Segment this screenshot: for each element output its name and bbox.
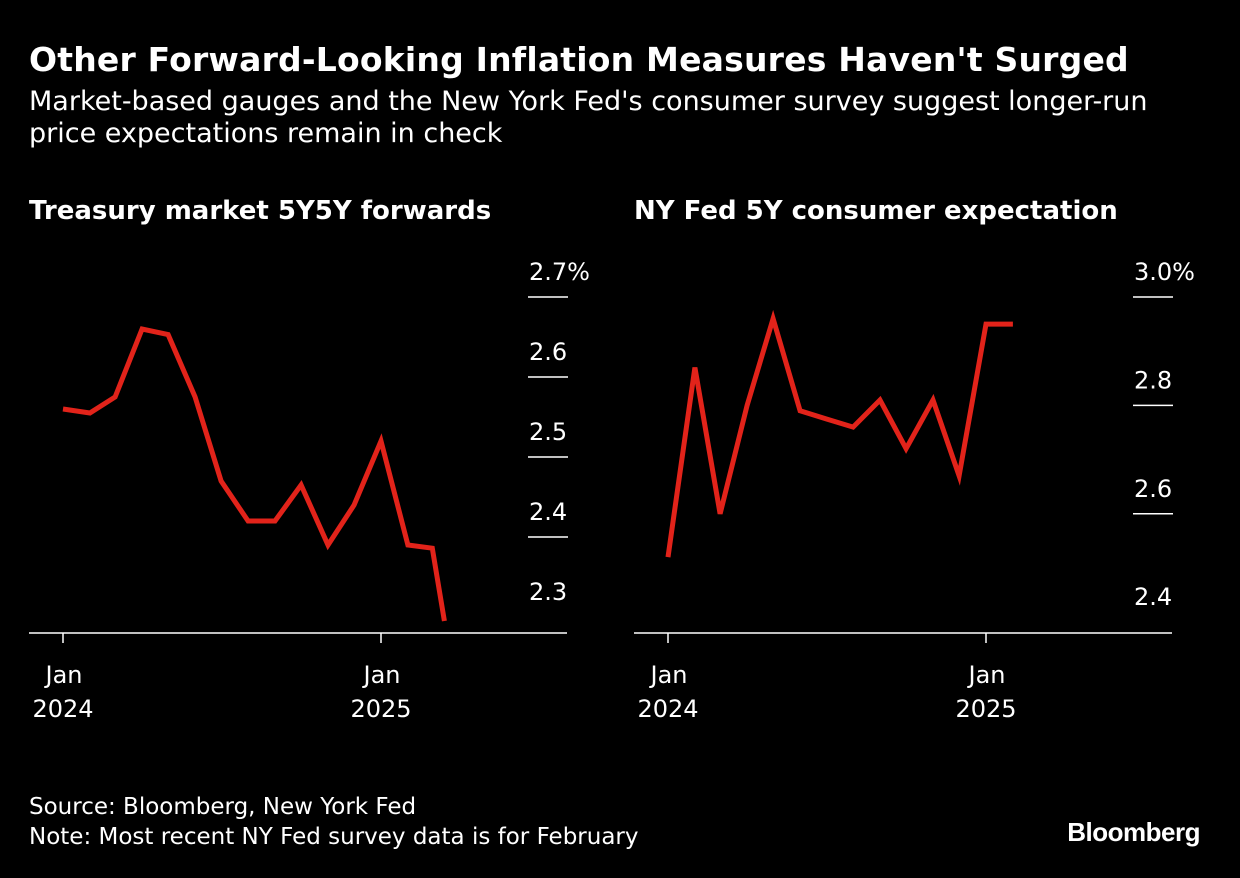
x-tick-label-month: Jan [44,661,83,689]
y-tick-label: 2.6 [529,338,567,366]
x-tick-label-month: Jan [649,661,688,689]
y-tick-label: 2.7% [529,258,590,286]
y-tick-label: 2.4 [1134,583,1172,611]
right-panel-title: NY Fed 5Y consumer expectation [634,196,1118,226]
series-line [62,326,447,622]
y-tick-label: 3.0% [1134,258,1195,286]
left-panel-title: Treasury market 5Y5Y forwards [29,196,492,226]
y-tick-label: 2.4 [529,498,567,526]
x-tick-label-month: Jan [967,661,1006,689]
x-tick-label-year: 2025 [955,695,1016,723]
chart-panel-1: 2.3 2.4 2.5 2.6 2.7% Jan 2024 Jan 2025 [29,258,590,723]
source-note: Source: Bloomberg, New York Fed [29,794,417,820]
chart-panel-2: 2.4 2.6 2.8 3.0% Jan 2024 Jan 2025 [634,258,1195,723]
series-line [665,309,1013,558]
x-tick-label-month: Jan [362,661,401,689]
y-tick-label: 2.8 [1134,366,1172,394]
footnote: Note: Most recent NY Fed survey data is … [29,824,639,850]
x-tick-label-year: 2024 [32,695,93,723]
chart-subtitle: Market-based gauges and the New York Fed… [29,86,1148,149]
chart-title: Other Forward-Looking Inflation Measures… [29,40,1129,79]
y-tick-label: 2.5 [529,418,567,446]
y-tick-label: 2.6 [1134,475,1172,503]
x-tick-label-year: 2024 [637,695,698,723]
x-tick-label-year: 2025 [350,695,411,723]
y-tick-label: 2.3 [529,578,567,606]
bloomberg-logo: Bloomberg [1067,817,1200,847]
